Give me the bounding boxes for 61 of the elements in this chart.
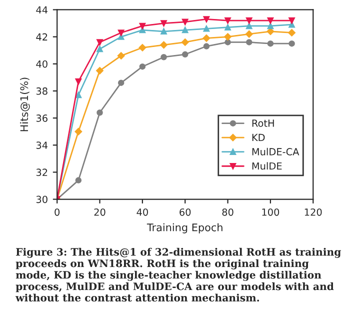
- x-tick-label: 120: [304, 208, 322, 216]
- point: [267, 17, 274, 24]
- legend-label: MulDE-CA: [252, 148, 300, 156]
- y-tick-label: 44: [36, 6, 48, 14]
- y-tick-label: 32: [36, 168, 48, 176]
- caption: Figure 3: The Hits@1 of 32-dimensional RotH as training proceeds on WN18RR. RotH is the original training mode, KD is the single-teacher knowledge distillation process, MulDE and MulDE-CA are our models with and without the contrast attention mechanism.: [15, 248, 341, 302]
- y-tick-label: 40: [36, 60, 48, 68]
- point: [224, 17, 231, 24]
- y-tick-label: 30: [36, 196, 48, 204]
- legend-label: RotH: [252, 120, 274, 127]
- point: [246, 17, 252, 24]
- x-tick-label: 20: [94, 208, 106, 216]
- x-tick-label: 80: [222, 208, 234, 216]
- point: [118, 34, 124, 40]
- y-tick-label: 38: [36, 87, 48, 95]
- point: [75, 92, 82, 98]
- point: [75, 177, 82, 184]
- point: [118, 30, 124, 36]
- point: [160, 41, 168, 49]
- y-tick-label: 34: [36, 142, 48, 149]
- y-tick-label: 36: [36, 114, 48, 122]
- point: [203, 16, 210, 22]
- point: [267, 40, 274, 47]
- point: [96, 46, 103, 52]
- point: [267, 22, 274, 30]
- y-tick-label: 42: [36, 33, 48, 40]
- y-axis-title: Hits@1(%): [20, 78, 30, 132]
- point: [203, 26, 210, 32]
- legend-label: KD: [252, 134, 265, 141]
- point: [288, 17, 295, 24]
- point: [74, 128, 82, 136]
- point: [288, 40, 295, 47]
- point: [245, 30, 253, 38]
- point: [246, 22, 252, 30]
- point: [246, 39, 252, 46]
- point: [160, 28, 167, 35]
- point: [181, 38, 189, 46]
- point: [182, 51, 188, 58]
- point: [202, 34, 210, 42]
- point: [224, 24, 231, 30]
- point: [117, 52, 125, 60]
- point: [203, 43, 210, 50]
- point: [96, 67, 104, 74]
- point: [96, 109, 103, 116]
- point: [118, 80, 124, 86]
- point: [139, 63, 146, 70]
- point: [139, 22, 146, 30]
- point: [224, 39, 231, 46]
- point: [182, 18, 188, 26]
- point: [288, 29, 296, 36]
- x-tick-label: 100: [262, 208, 280, 216]
- point: [224, 33, 232, 40]
- point: [138, 44, 146, 52]
- legend-label: MulDE: [252, 162, 282, 170]
- x-tick-label: 60: [180, 208, 191, 216]
- x-tick-label: 40: [136, 208, 148, 216]
- x-tick-label: 0: [54, 208, 60, 216]
- x-axis-title: Training Epoch: [146, 223, 222, 234]
- point: [182, 26, 188, 34]
- point: [75, 78, 82, 85]
- point: [160, 54, 167, 60]
